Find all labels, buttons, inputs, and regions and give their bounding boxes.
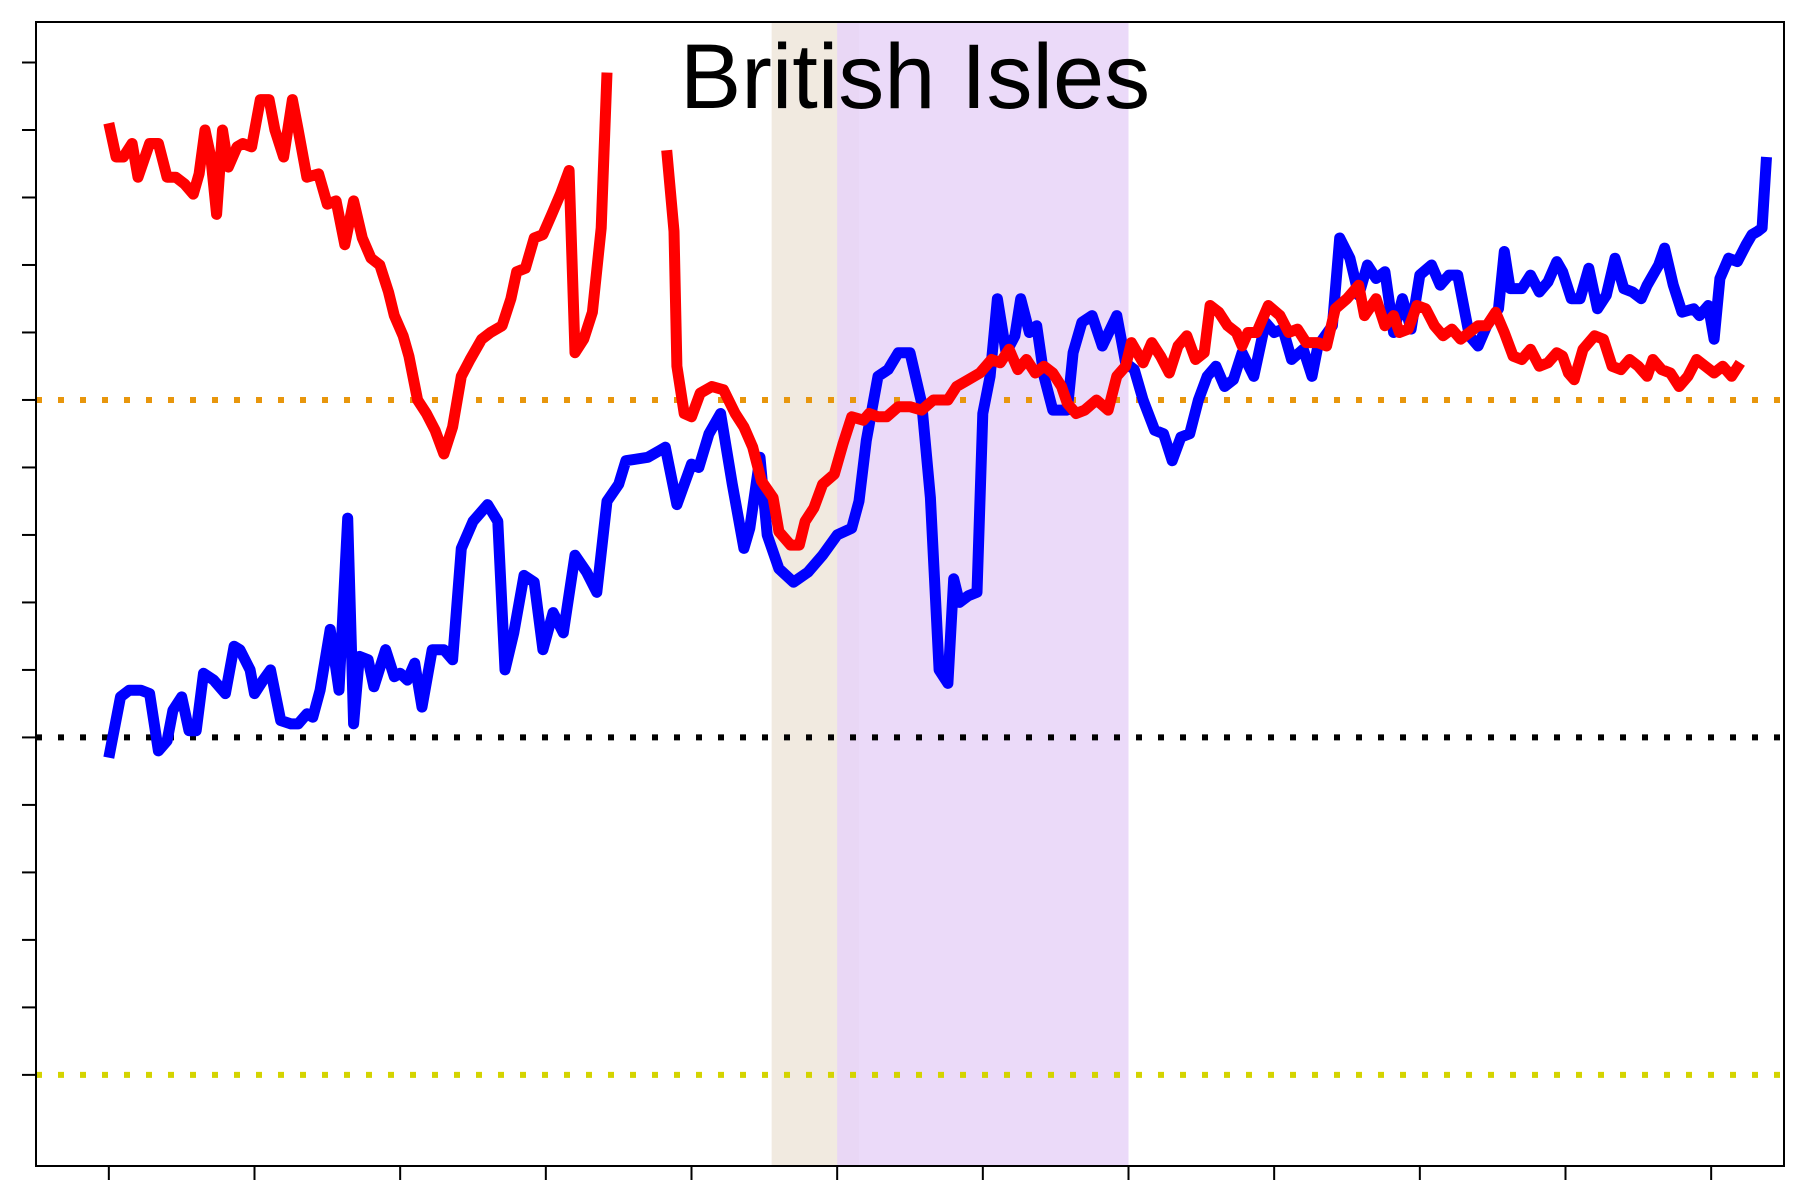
plot-frame	[35, 21, 1785, 1167]
series-lines	[103, 72, 1772, 759]
chart-title: British Isles	[680, 26, 1150, 128]
x-axis-ticks	[107, 1166, 1713, 1180]
y-axis-ticks	[22, 61, 36, 1076]
series-line-2	[103, 72, 1745, 551]
reference-lines	[36, 396, 1784, 1078]
series-line-1	[103, 156, 1772, 759]
shaded-region-2	[837, 22, 1129, 1166]
shaded-regions	[771, 22, 1129, 1166]
